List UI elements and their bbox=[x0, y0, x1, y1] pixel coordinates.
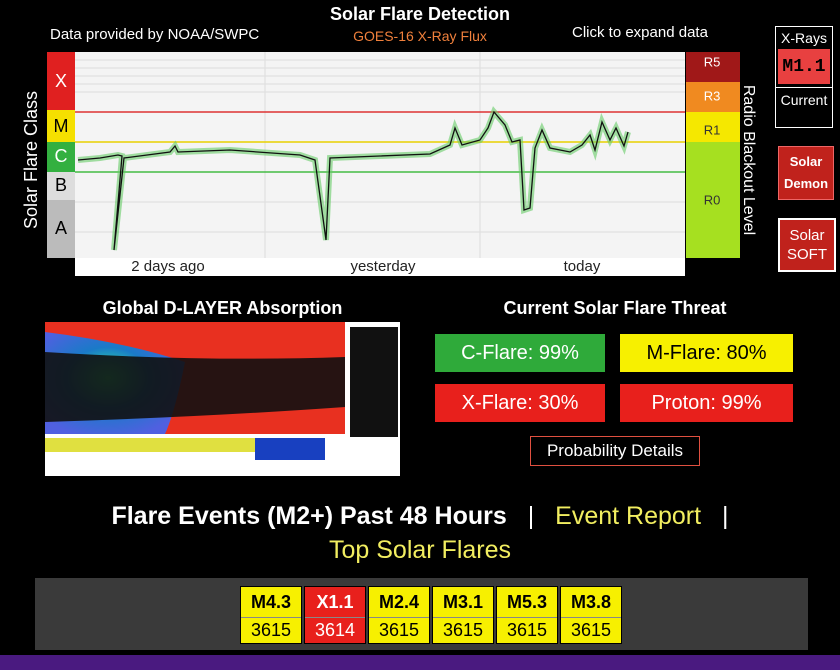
right-axis-label: Radio Blackout Level bbox=[740, 85, 757, 235]
event-region: 3615 bbox=[561, 617, 621, 641]
x-label: 2 days ago bbox=[131, 258, 204, 275]
class-label: B bbox=[55, 175, 67, 195]
separator: | bbox=[722, 502, 729, 530]
blackout-label: R5 bbox=[704, 54, 721, 69]
event-class: X1.1 bbox=[316, 592, 354, 612]
source: Data provided by NOAA/SWPC bbox=[50, 26, 260, 43]
event-class: M4.3 bbox=[250, 592, 292, 612]
top-flares-link[interactable]: Top Solar Flares bbox=[328, 536, 512, 564]
solar-soft-button[interactable]: Solar SOFT bbox=[778, 218, 836, 272]
xrays-value: M1.1 bbox=[778, 49, 830, 84]
blackout-label: R1 bbox=[704, 122, 721, 137]
absorption-map[interactable] bbox=[45, 322, 400, 476]
event-region: 3615 bbox=[497, 617, 557, 641]
threat-c: C-Flare: 99% bbox=[435, 334, 605, 372]
event-cell[interactable]: M3.1 3615 bbox=[432, 586, 494, 644]
title: Solar Flare Detection bbox=[329, 4, 511, 24]
y-axis-label: Solar Flare Class bbox=[21, 91, 41, 229]
subtitle: GOES-16 X-Ray Flux bbox=[353, 28, 487, 44]
threat-m: M-Flare: 80% bbox=[620, 334, 793, 372]
events-heading: Flare Events (M2+) Past 48 Hours bbox=[111, 502, 507, 530]
event-cell[interactable]: M3.8 3615 bbox=[560, 586, 622, 644]
event-class: M3.1 bbox=[442, 592, 484, 612]
event-region: 3614 bbox=[305, 617, 365, 641]
solar-demon-button[interactable]: Solar Demon bbox=[778, 146, 834, 200]
event-class: M3.8 bbox=[570, 592, 612, 612]
event-cell[interactable]: M5.3 3615 bbox=[496, 586, 558, 644]
threat-proton: Proton: 99% bbox=[620, 384, 793, 422]
event-cell[interactable]: M2.4 3615 bbox=[368, 586, 430, 644]
event-report-link[interactable]: Event Report bbox=[555, 502, 702, 530]
event-class: M5.3 bbox=[506, 592, 548, 612]
x-label: yesterday bbox=[350, 258, 416, 275]
expand-link[interactable]: Click to expand data bbox=[572, 24, 708, 41]
separator: | bbox=[527, 502, 535, 530]
threat-x: X-Flare: 30% bbox=[435, 384, 605, 422]
blackout-label: R0 bbox=[704, 192, 721, 207]
events-line: Flare Events (M2+) Past 48 Hours | Event… bbox=[0, 502, 840, 531]
x-label: today bbox=[564, 258, 601, 275]
class-label: A bbox=[55, 218, 67, 238]
xrays-widget[interactable]: X-Rays M1.1 Current bbox=[775, 26, 833, 128]
event-region: 3615 bbox=[433, 617, 493, 641]
absorption-title: Global D-LAYER Absorption bbox=[102, 298, 343, 318]
class-label: X bbox=[55, 71, 67, 91]
blackout-label: R3 bbox=[704, 88, 721, 103]
class-label: M bbox=[54, 116, 69, 136]
xrays-caption: Current bbox=[776, 87, 832, 108]
footer-bar bbox=[0, 655, 840, 670]
event-region: 3615 bbox=[241, 617, 301, 641]
flux-chart[interactable]: Solar Flare Class X M C B A 2 days ago y… bbox=[0, 0, 760, 290]
events-panel: M4.3 3615 X1.1 3614 M2.4 3615 M3.1 3615 M5.3 3615… bbox=[35, 578, 808, 650]
event-cell[interactable]: M4.3 3615 bbox=[240, 586, 302, 644]
probability-details[interactable]: Probability Details bbox=[530, 436, 700, 466]
class-label: C bbox=[55, 146, 68, 166]
event-region: 3615 bbox=[369, 617, 429, 641]
event-cell[interactable]: X1.1 3614 bbox=[304, 586, 366, 644]
xrays-title: X-Rays bbox=[781, 30, 827, 46]
event-class: M2.4 bbox=[378, 592, 420, 612]
threat-title: Current Solar Flare Threat bbox=[503, 298, 727, 318]
